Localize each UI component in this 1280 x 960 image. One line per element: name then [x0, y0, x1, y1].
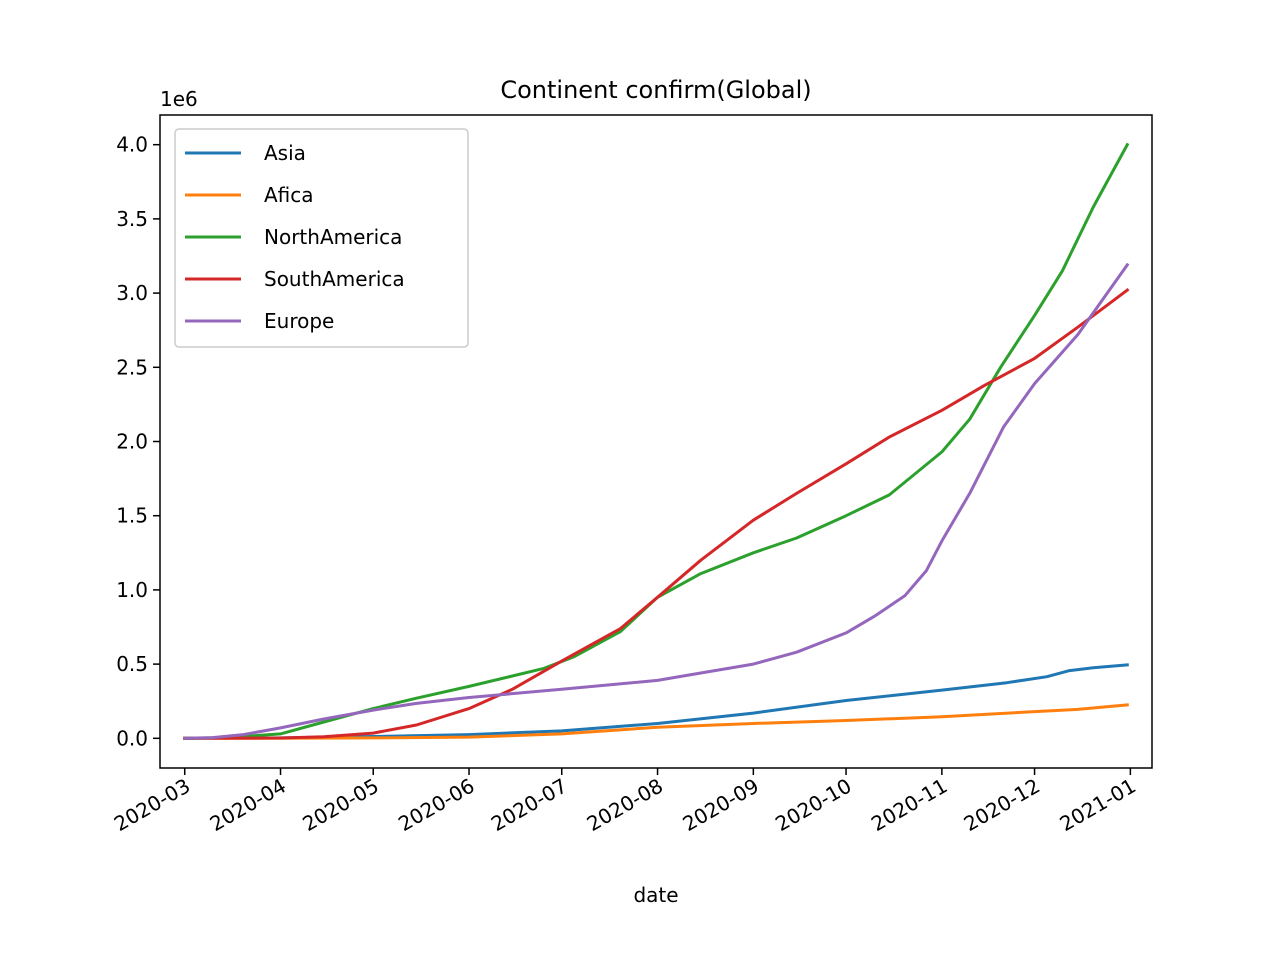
legend-label-asia: Asia	[264, 141, 306, 165]
y-tick-label: 1.0	[116, 578, 148, 602]
x-tick-label: 2020-11	[867, 774, 951, 837]
x-tick-label: 2021-01	[1055, 774, 1139, 837]
x-axis: 2020-03 2020-04 2020-05 2020-06 2020-07 2020-…	[110, 768, 1140, 836]
series-line-afica	[183, 703, 1129, 740]
series-lines	[183, 142, 1130, 740]
x-axis-label: date	[633, 883, 678, 907]
legend-label-southamerica: SouthAmerica	[264, 267, 405, 291]
y-axis: 0.0 0.5 1.0 1.5 2.0 2.5 3.0 3.5 4.0	[116, 133, 160, 750]
x-tick-label: 2020-12	[960, 774, 1044, 837]
legend-box	[174, 128, 469, 348]
y-tick-label: 0.0	[116, 726, 148, 750]
y-tick-label: 2.5	[116, 355, 148, 379]
x-tick-label: 2020-04	[206, 774, 290, 837]
y-tick-label: 1.5	[116, 504, 148, 528]
y-tick-label: 3.5	[116, 207, 148, 231]
y-offset-label: 1e6	[160, 87, 198, 111]
chart-title: Continent confirm(Global)	[500, 76, 811, 104]
y-tick-label: 0.5	[116, 652, 148, 676]
x-tick-label: 2020-07	[487, 774, 571, 837]
y-tick-label: 2.0	[116, 430, 148, 454]
x-tick-label: 2020-06	[394, 774, 478, 837]
x-tick-label: 2020-09	[678, 774, 762, 837]
series-line-asia	[183, 663, 1129, 740]
x-tick-label: 2020-10	[771, 774, 855, 837]
legend-label-europe: Europe	[264, 309, 334, 333]
legend-label-afica: Afica	[264, 183, 314, 207]
legend: Asia Afica NorthAmerica SouthAmerica Europe	[174, 128, 469, 348]
x-tick-label: 2020-05	[298, 774, 382, 837]
y-tick-label: 3.0	[116, 281, 148, 305]
series-line-southamerica	[183, 288, 1130, 740]
x-tick-label: 2020-08	[583, 774, 667, 837]
x-tick-label: 2020-03	[110, 774, 194, 837]
y-tick-label: 4.0	[116, 133, 148, 157]
legend-label-northamerica: NorthAmerica	[264, 225, 402, 249]
series-line-europe	[183, 262, 1130, 740]
